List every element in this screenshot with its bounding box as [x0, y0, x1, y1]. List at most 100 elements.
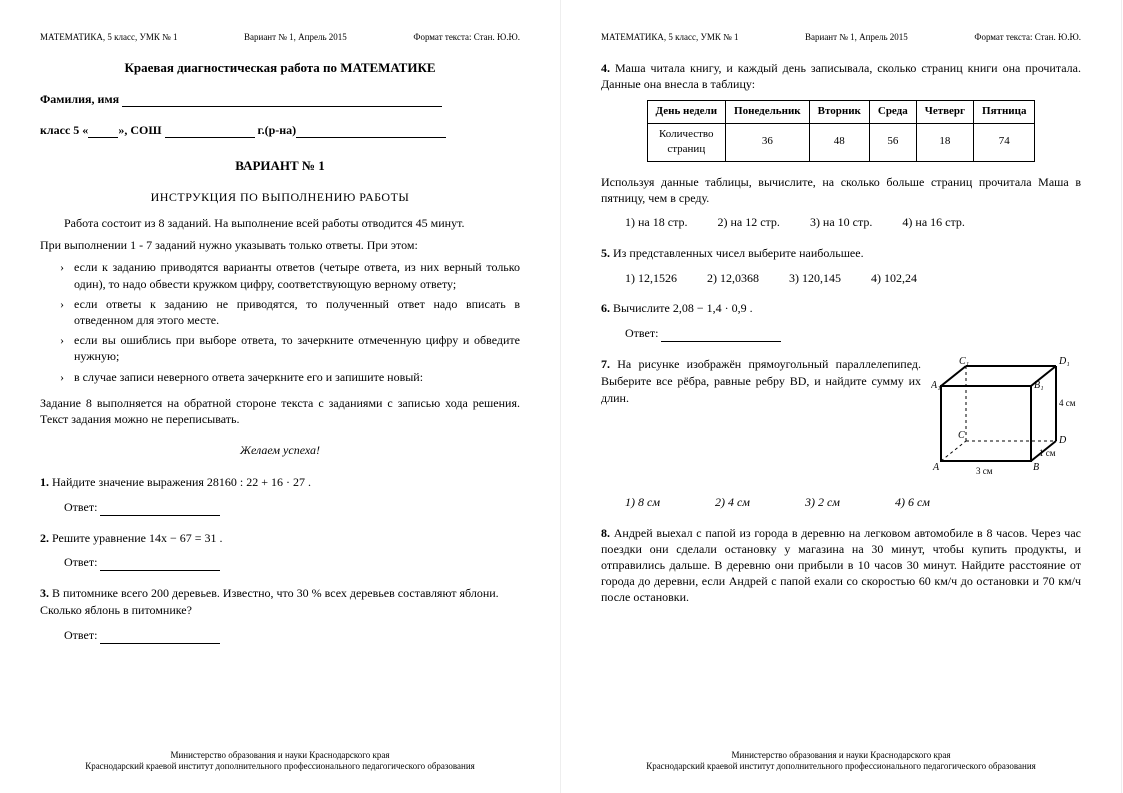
th-3: Среда	[869, 101, 916, 123]
answer-label: Ответ:	[64, 555, 100, 569]
task-2-answer-blank[interactable]	[100, 570, 220, 571]
task-1-answer: Ответ:	[64, 499, 520, 516]
th-5: Пятница	[974, 101, 1035, 123]
class-letter-blank[interactable]	[88, 137, 118, 138]
class-line: класс 5 «», СОШ г.(р-на)	[40, 123, 520, 138]
task-3-answer-blank[interactable]	[100, 643, 220, 644]
q7-opt-2[interactable]: 2) 4 см	[715, 494, 750, 511]
task-6: 6. Вычислите 2,08 − 1,4 · 0,9 . Ответ:	[601, 300, 1081, 342]
instructions-title: ИНСТРУКЦИЯ ПО ВЫПОЛНЕНИЮ РАБОТЫ	[40, 190, 520, 205]
dim-3: 3 см	[976, 466, 993, 476]
header-center-2: Вариант № 1, Апрель 2015	[805, 32, 908, 42]
table-header-row: День недели Понедельник Вторник Среда Че…	[647, 101, 1035, 123]
task-2-answer: Ответ:	[64, 554, 520, 571]
cell-3: 18	[916, 123, 973, 161]
task-3-text: В питомнике всего 200 деревьев. Известно…	[40, 586, 499, 617]
label-A1: A₁	[931, 380, 941, 391]
bullet-1: если к заданию приводятся варианты ответ…	[60, 259, 520, 291]
region-blank[interactable]	[296, 137, 446, 138]
cuboid-figure: C₁ D₁ A₁ B₁ C D A B 3 см 1 см 4 см	[931, 356, 1081, 486]
header-left: МАТЕМАТИКА, 5 класс, УМК № 1	[40, 32, 177, 42]
task-4-options: 1) на 18 стр. 2) на 12 стр. 3) на 10 стр…	[625, 214, 1081, 231]
task-3-num: 3.	[40, 586, 49, 600]
q4-opt-3[interactable]: 3) на 10 стр.	[810, 214, 872, 231]
q4-opt-1[interactable]: 1) на 18 стр.	[625, 214, 687, 231]
footer-line-2: Краснодарский краевой институт дополните…	[40, 761, 520, 773]
class-suffix: », СОШ	[118, 123, 164, 137]
school-blank[interactable]	[165, 137, 255, 138]
task-4-text: Маша читала книгу, и каждый день записыв…	[601, 61, 1081, 91]
task-6-answer: Ответ:	[625, 325, 1081, 342]
header-center: Вариант № 1, Апрель 2015	[244, 32, 347, 42]
label-D: D	[1058, 435, 1067, 446]
cell-4: 74	[974, 123, 1035, 161]
task-1-num: 1.	[40, 475, 49, 489]
label-A: A	[932, 462, 940, 473]
name-blank[interactable]	[122, 106, 442, 107]
task-7: 7. На рисунке изображён прямоугольный па…	[601, 356, 1081, 511]
task-5-num: 5.	[601, 246, 610, 260]
cell-0: 36	[726, 123, 810, 161]
label-B: B	[1033, 462, 1039, 473]
bullet-4: в случае записи неверного ответа зачеркн…	[60, 369, 520, 385]
task-2: 2. Решите уравнение 14x − 67 = 31 . Отве…	[40, 530, 520, 572]
task-7-text: На рисунке изображён прямоугольный парал…	[601, 357, 921, 405]
wish-text: Желаем успеха!	[40, 443, 520, 458]
variant-title: ВАРИАНТ № 1	[40, 158, 520, 174]
q4-opt-4[interactable]: 4) на 16 стр.	[902, 214, 964, 231]
task-6-text: Вычислите 2,08 − 1,4 · 0,9 .	[613, 301, 753, 315]
task-1-text: Найдите значение выражения 28160 : 22 + …	[52, 475, 311, 489]
page-1: МАТЕМАТИКА, 5 класс, УМК № 1 Вариант № 1…	[0, 0, 561, 793]
q7-opt-1[interactable]: 1) 8 см	[625, 494, 660, 511]
cell-2: 56	[869, 123, 916, 161]
task-2-text: Решите уравнение 14x − 67 = 31 .	[52, 531, 223, 545]
q5-opt-4[interactable]: 4) 102,24	[871, 270, 917, 287]
row-label: Количество страниц	[647, 123, 726, 161]
footer2-line-1: Министерство образования и науки Краснод…	[601, 750, 1081, 762]
task-8-text: Андрей выехал с папой из города в деревн…	[601, 526, 1081, 605]
answer-label: Ответ:	[625, 326, 661, 340]
cell-1: 48	[809, 123, 869, 161]
header-row-2: МАТЕМАТИКА, 5 класс, УМК № 1 Вариант № 1…	[601, 32, 1081, 42]
task-7-options: 1) 8 см 2) 4 см 3) 2 см 4) 6 см	[625, 494, 1081, 511]
page-2: МАТЕМАТИКА, 5 класс, УМК № 1 Вариант № 1…	[561, 0, 1122, 793]
footer-2: Министерство образования и науки Краснод…	[601, 740, 1081, 773]
task-4-num: 4.	[601, 61, 610, 75]
header-row: МАТЕМАТИКА, 5 класс, УМК № 1 Вариант № 1…	[40, 32, 520, 42]
q4-opt-2[interactable]: 2) на 12 стр.	[717, 214, 779, 231]
dim-1: 1 см	[1039, 448, 1056, 458]
task8-note: Задание 8 выполняется на обратной сторон…	[40, 395, 520, 427]
label-C1: C₁	[959, 356, 969, 367]
task-5-text: Из представленных чисел выберите наиболь…	[613, 246, 864, 260]
task-3: 3. В питомнике всего 200 деревьев. Извес…	[40, 585, 520, 643]
footer-line-1: Министерство образования и науки Краснод…	[40, 750, 520, 762]
q7-opt-4[interactable]: 4) 6 см	[895, 494, 930, 511]
task-5: 5. Из представленных чисел выберите наиб…	[601, 245, 1081, 287]
task-4-after: Используя данные таблицы, вычислите, на …	[601, 174, 1081, 206]
intro-paragraph-2: При выполнении 1 - 7 заданий нужно указы…	[40, 237, 520, 253]
header-left-2: МАТЕМАТИКА, 5 класс, УМК № 1	[601, 32, 738, 42]
dim-4: 4 см	[1059, 398, 1076, 408]
task-7-num: 7.	[601, 357, 610, 371]
name-label: Фамилия, имя	[40, 92, 122, 106]
task-1-answer-blank[interactable]	[100, 515, 220, 516]
footer2-line-2: Краснодарский краевой институт дополните…	[601, 761, 1081, 773]
answer-label: Ответ:	[64, 500, 100, 514]
bullet-3: если вы ошиблись при выборе ответа, то з…	[60, 332, 520, 364]
class-region: г.(р-на)	[255, 123, 297, 137]
task-6-num: 6.	[601, 301, 610, 315]
label-C: C	[958, 430, 965, 441]
name-line: Фамилия, имя	[40, 92, 520, 107]
task-8: 8. Андрей выехал с папой из города в дер…	[601, 525, 1081, 612]
label-B1: B₁	[1034, 380, 1044, 391]
task-6-answer-blank[interactable]	[661, 341, 781, 342]
task-1: 1. Найдите значение выражения 28160 : 22…	[40, 474, 520, 516]
q7-opt-3[interactable]: 3) 2 см	[805, 494, 840, 511]
q5-opt-2[interactable]: 2) 12,0368	[707, 270, 759, 287]
q5-opt-3[interactable]: 3) 120,145	[789, 270, 841, 287]
header-right-2: Формат текста: Стан. Ю.Ю.	[974, 32, 1081, 42]
task-4: 4. Маша читала книгу, и каждый день запи…	[601, 60, 1081, 231]
th-1: Понедельник	[726, 101, 810, 123]
q5-opt-1[interactable]: 1) 12,1526	[625, 270, 677, 287]
data-table: День недели Понедельник Вторник Среда Че…	[647, 100, 1036, 161]
